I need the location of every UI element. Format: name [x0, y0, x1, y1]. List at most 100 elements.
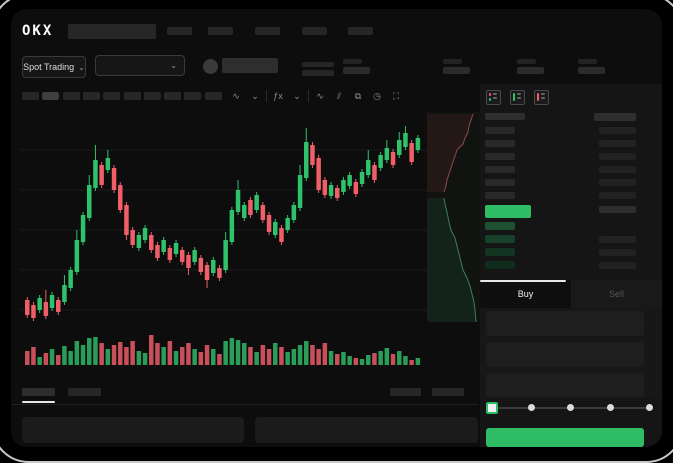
price-input-placeholder[interactable] [486, 311, 644, 336]
candle-body [198, 258, 204, 272]
search-bar-placeholder[interactable] [68, 24, 156, 39]
volume-bar [49, 349, 55, 365]
divider [12, 404, 478, 405]
book-view-combined-icon[interactable] [486, 90, 501, 105]
nav-item-placeholder[interactable] [167, 27, 192, 35]
candle-body [316, 158, 321, 190]
volume-bar [353, 358, 359, 365]
chart-type-chevron-icon[interactable]: ⌄ [251, 90, 259, 101]
buy-submit-button[interactable] [486, 428, 644, 447]
chart-type-icon[interactable]: ∿ [232, 90, 240, 101]
nav-item-placeholder[interactable] [348, 27, 373, 35]
bid-amount-placeholder[interactable] [599, 236, 636, 243]
market-type-dropdown[interactable]: Spot Trading ⌄ [22, 56, 86, 78]
ask-amount-placeholder[interactable] [599, 179, 636, 186]
depth-bids-line [443, 197, 477, 322]
candle-body [149, 235, 154, 250]
depth-asks-line [443, 113, 474, 193]
bid-amount-placeholder[interactable] [599, 262, 636, 269]
ask-amount-placeholder[interactable] [599, 127, 636, 134]
candle-body [273, 222, 278, 235]
bid-price-placeholder[interactable] [485, 222, 515, 230]
book-view-bids-icon[interactable] [510, 90, 525, 105]
nav-item-placeholder[interactable] [302, 27, 327, 35]
nav-item-placeholder[interactable] [255, 27, 280, 35]
ask-amount-placeholder[interactable] [599, 153, 636, 160]
candle-body [80, 215, 86, 242]
candle-body [192, 250, 197, 262]
last-price-placeholder [302, 62, 334, 67]
volume-bar [403, 356, 408, 365]
volume-bar [217, 354, 222, 365]
ask-price-placeholder[interactable] [485, 153, 515, 160]
screenshot-icon[interactable]: ⧉ [354, 90, 362, 101]
volume-bar [93, 337, 98, 365]
chart-settings-icon[interactable]: ◷ [373, 90, 381, 101]
volume-bar [198, 352, 204, 365]
book-view-asks-icon[interactable] [534, 90, 549, 105]
timeframe-button[interactable] [164, 92, 182, 100]
volume-bar [328, 351, 334, 365]
timeframe-button[interactable] [103, 92, 121, 100]
volume-bar [260, 345, 266, 365]
pair-selector-dropdown[interactable]: ⌄ [95, 55, 185, 76]
ask-price-placeholder[interactable] [485, 192, 515, 199]
chevron-down-icon: ⌄ [78, 62, 85, 72]
slider-dot[interactable] [527, 404, 535, 411]
bid-price-placeholder[interactable] [485, 261, 515, 269]
bid-amount-placeholder[interactable] [599, 249, 636, 256]
active-tab-indicator [480, 280, 566, 282]
orders-action-placeholder[interactable] [390, 388, 421, 396]
orders-action-placeholder[interactable] [432, 388, 464, 396]
volume-bar [285, 352, 290, 365]
slider-dot[interactable] [567, 404, 574, 411]
timeframe-button[interactable] [62, 92, 80, 100]
volume-bar [149, 335, 154, 365]
candle-body [347, 175, 352, 186]
book-price-header-placeholder [485, 113, 525, 120]
bid-price-placeholder[interactable] [485, 235, 515, 243]
timeframe-button[interactable] [123, 92, 141, 100]
total-input-placeholder[interactable] [486, 373, 644, 397]
orders-tab-placeholder[interactable] [68, 388, 101, 396]
buy-tab[interactable]: Buy [480, 280, 571, 308]
candle-body [291, 205, 297, 220]
volume-bar [297, 345, 303, 365]
draw-tool-icon[interactable]: ⫽ [336, 90, 341, 101]
candle-body [248, 200, 253, 215]
ask-amount-placeholder[interactable] [599, 140, 636, 147]
timeframe-button[interactable] [184, 92, 202, 100]
candle-body [341, 180, 346, 192]
slider-dot[interactable] [606, 404, 614, 411]
ask-amount-placeholder[interactable] [599, 166, 636, 173]
fullscreen-icon[interactable]: ⛶ [392, 90, 400, 101]
timeframe-button[interactable] [143, 92, 161, 100]
timeframe-button[interactable] [42, 92, 60, 100]
slider-dot[interactable] [646, 404, 653, 411]
orders-tab-active-placeholder[interactable] [22, 388, 55, 396]
volume-bar [291, 349, 297, 365]
sell-tab[interactable]: Sell [571, 280, 662, 308]
last-price-badge[interactable] [485, 205, 531, 218]
ask-amount-placeholder[interactable] [599, 192, 636, 199]
chevron-down-icon: ⌄ [170, 61, 177, 70]
indicators-chevron-icon[interactable]: ⌄ [293, 90, 301, 101]
ask-price-placeholder[interactable] [485, 140, 515, 147]
bid-price-placeholder[interactable] [485, 248, 515, 256]
timeframe-button[interactable] [82, 92, 100, 100]
amount-input-placeholder[interactable] [486, 342, 644, 367]
ask-price-placeholder[interactable] [485, 166, 515, 173]
candle-body [415, 138, 421, 150]
okx-logo: OKX [22, 23, 54, 39]
ask-price-placeholder[interactable] [485, 127, 515, 134]
orders-summary-placeholder [22, 417, 244, 443]
timeframe-button[interactable] [22, 92, 39, 100]
timeframe-button[interactable] [204, 92, 222, 100]
slider-handle[interactable] [486, 402, 498, 414]
line-tool-icon[interactable]: ∿ [316, 90, 324, 101]
candle-body [49, 295, 55, 308]
nav-item-placeholder[interactable] [208, 27, 233, 35]
ask-price-placeholder[interactable] [485, 179, 515, 186]
volume-bar [80, 345, 86, 365]
indicators-icon[interactable]: ƒx [273, 91, 283, 101]
